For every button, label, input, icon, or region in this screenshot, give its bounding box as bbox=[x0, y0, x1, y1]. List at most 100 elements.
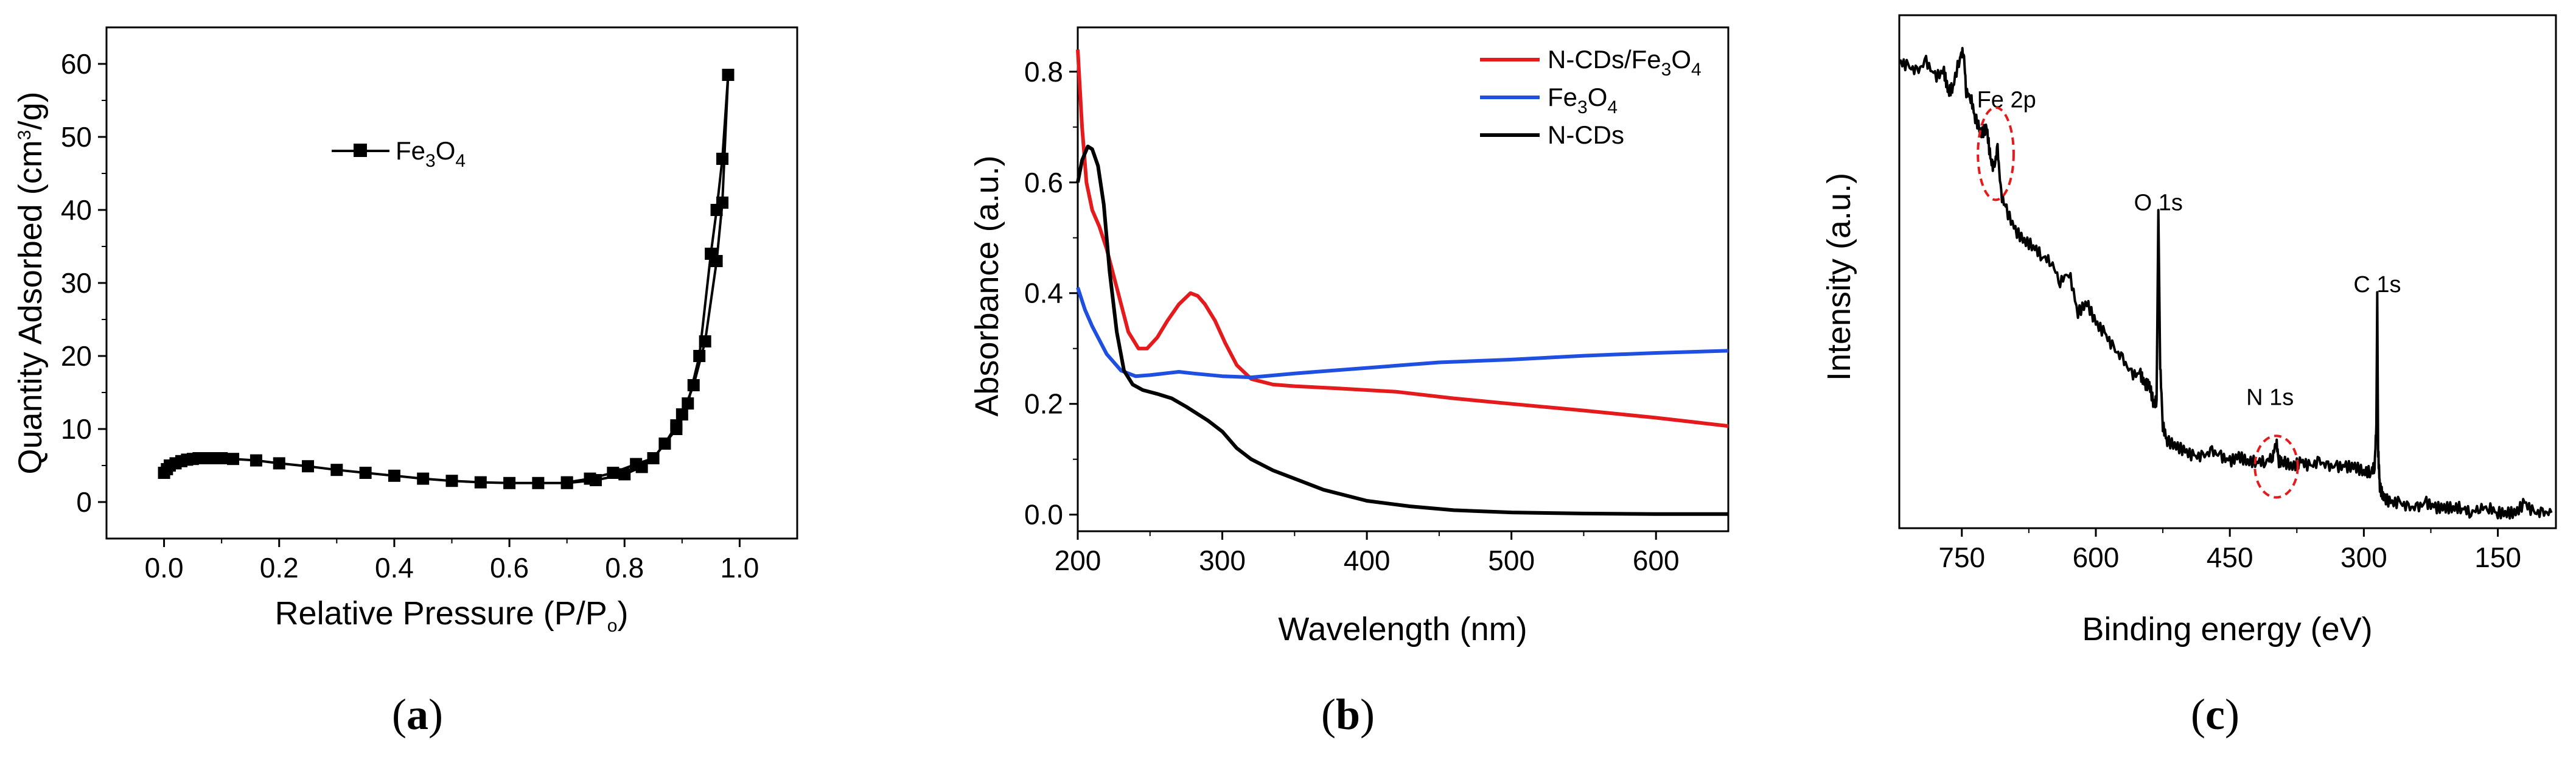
data-point-marker bbox=[658, 438, 671, 450]
panel-a-legend-marker bbox=[354, 144, 367, 157]
panel-a-xlabel-close: ) bbox=[617, 595, 628, 632]
data-point-marker bbox=[330, 464, 343, 476]
panel-a-ylabel-sup: 3 bbox=[15, 130, 35, 141]
panel-a-x-ticks: 0.0 0.2 0.4 0.6 0.8 1.0 bbox=[145, 539, 759, 584]
panel-b-x-axis-title: Wavelength (nm) bbox=[1278, 611, 1527, 647]
panel-b-frame bbox=[1077, 26, 1730, 532]
data-point-marker bbox=[560, 476, 573, 489]
panel-c-annotations: Fe 2p O 1s N 1s C 1s bbox=[1977, 88, 2401, 499]
y-tick-label: 20 bbox=[61, 340, 92, 372]
series-line-fe3o4 bbox=[1076, 287, 1729, 380]
x-tick-label: 600 bbox=[2073, 542, 2120, 573]
series-line-ncds-fe3o4 bbox=[1076, 49, 1729, 428]
data-point-marker bbox=[215, 452, 228, 464]
y-tick-label: 0.0 bbox=[1024, 499, 1063, 531]
legend-ncds-fe3o4-label: N-CDs/Fe bbox=[1548, 45, 1661, 74]
panel-a-series bbox=[158, 69, 735, 489]
n-1s-highlight-circle bbox=[2253, 434, 2299, 499]
panel-a-y-ticks: 0 10 20 30 40 50 60 bbox=[61, 48, 106, 518]
y-tick-label: 60 bbox=[61, 48, 92, 80]
y-tick-label: 0.8 bbox=[1024, 56, 1063, 88]
y-tick-label: 0.2 bbox=[1024, 388, 1063, 420]
panel-a-legend-sub1: 3 bbox=[425, 151, 436, 171]
panel-b-x-ticks: 200 300 400 500 600 bbox=[1055, 531, 1680, 576]
data-point-marker bbox=[250, 454, 262, 467]
y-tick-label: 40 bbox=[61, 194, 92, 226]
panel-b: 0.0 0.2 0.4 0.6 0.8 200 300 400 500 600 N-CDs/Fe… bbox=[969, 26, 1730, 739]
annotation-c-1s: C 1s bbox=[2353, 272, 2401, 298]
data-point-marker bbox=[273, 457, 285, 470]
panel-c-series bbox=[1898, 47, 2553, 520]
legend-ncds-fe3o4-sub2: 4 bbox=[1691, 60, 1702, 80]
data-point-marker bbox=[302, 460, 315, 473]
x-tick-label: 500 bbox=[1488, 545, 1535, 576]
data-point-marker bbox=[359, 467, 372, 479]
panel-a-legend-label: Fe bbox=[396, 136, 425, 165]
data-point-marker bbox=[532, 476, 545, 489]
y-tick-label: 0.4 bbox=[1024, 277, 1063, 309]
panel-c: 750 600 450 300 150 Fe 2p O 1s N 1s C 1s Bindin… bbox=[1821, 14, 2557, 739]
panel-a-xlabel: Relative Pressure (P/P bbox=[275, 595, 607, 632]
panel-b-caption: (b) bbox=[1321, 690, 1375, 739]
panel-a-caption: (a) bbox=[392, 690, 443, 739]
panel-a-y-axis-title: Quantity Adsorbed (cm3/g) bbox=[12, 92, 49, 475]
x-tick-label: 0.4 bbox=[375, 552, 414, 584]
panel-c-frame bbox=[1898, 14, 2557, 529]
panel-a-legend-mid: O bbox=[436, 136, 456, 165]
x-tick-label: 450 bbox=[2207, 542, 2253, 573]
x-tick-label: 750 bbox=[1938, 542, 1985, 573]
panel-a-ylabel-close: /g) bbox=[12, 92, 49, 130]
legend-ncds-fe3o4-sub1: 3 bbox=[1661, 60, 1672, 80]
y-tick-label: 30 bbox=[61, 267, 92, 299]
x-tick-label: 1.0 bbox=[720, 552, 759, 584]
panel-b-legend-text-ncds: N-CDs bbox=[1548, 120, 1624, 149]
data-point-marker bbox=[630, 458, 643, 470]
data-point-marker bbox=[716, 153, 729, 165]
data-point-marker bbox=[693, 350, 706, 362]
x-tick-label: 0.0 bbox=[145, 552, 184, 584]
panel-b-series bbox=[1076, 49, 1729, 516]
x-tick-label: 150 bbox=[2474, 542, 2521, 573]
x-tick-label: 300 bbox=[1199, 545, 1246, 576]
data-point-marker bbox=[474, 476, 487, 489]
data-point-marker bbox=[710, 204, 723, 216]
x-tick-label: 600 bbox=[1633, 545, 1680, 576]
annotation-o-1s: O 1s bbox=[2134, 190, 2183, 215]
panel-a-ylabel: Quantity Adsorbed (cm bbox=[12, 140, 49, 474]
panel-c-caption: (c) bbox=[2191, 690, 2239, 739]
y-tick-label: 0 bbox=[76, 486, 92, 518]
data-point-marker bbox=[647, 452, 660, 464]
svg-text:Fe3O4: Fe3O4 bbox=[396, 136, 466, 171]
data-point-marker bbox=[445, 475, 458, 487]
panel-c-y-axis-title: Intensity (a.u.) bbox=[1821, 173, 1857, 381]
legend-ncds-fe3o4-mid: O bbox=[1671, 45, 1691, 74]
legend-fe3o4-sub2: 4 bbox=[1607, 97, 1618, 117]
annotation-n-1s: N 1s bbox=[2246, 385, 2294, 411]
annotation-fe-2p: Fe 2p bbox=[1977, 88, 2036, 113]
panel-c-x-axis-title: Binding energy (eV) bbox=[2082, 611, 2372, 647]
legend-fe3o4-sub1: 3 bbox=[1577, 97, 1588, 117]
panel-b-caption-letter: b bbox=[1336, 690, 1360, 739]
x-tick-label: 200 bbox=[1055, 545, 1101, 576]
data-point-marker bbox=[584, 472, 596, 485]
panel-b-legend-text-ncds-fe3o4: N-CDs/Fe3O4 bbox=[1548, 45, 1702, 80]
fe-2p-highlight-circle bbox=[1977, 106, 2015, 201]
panel-b-y-ticks: 0.0 0.2 0.4 0.6 0.8 bbox=[1024, 56, 1078, 531]
x-tick-label: 0.8 bbox=[605, 552, 644, 584]
data-point-marker bbox=[388, 469, 400, 482]
data-point-marker bbox=[722, 69, 735, 81]
panel-a-xlabel-sub: o bbox=[607, 616, 618, 636]
data-point-marker bbox=[682, 397, 694, 410]
data-point-marker bbox=[503, 476, 516, 489]
panel-a-caption-letter: a bbox=[407, 690, 428, 739]
data-point-marker bbox=[618, 468, 631, 481]
data-point-marker bbox=[227, 453, 240, 466]
panel-b-legend-text-fe3o4: Fe3O4 bbox=[1548, 83, 1618, 117]
x-tick-label: 0.6 bbox=[490, 552, 529, 584]
panel-a-legend-sub2: 4 bbox=[455, 151, 466, 171]
panel-a-x-axis-title: Relative Pressure (P/Po) bbox=[275, 595, 629, 636]
data-point-marker bbox=[607, 467, 620, 479]
panel-c-x-ticks: 750 600 450 300 150 bbox=[1938, 528, 2521, 573]
data-point-marker bbox=[670, 419, 683, 431]
